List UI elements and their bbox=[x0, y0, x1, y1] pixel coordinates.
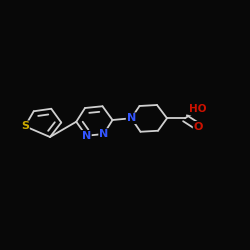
Text: N: N bbox=[99, 129, 108, 139]
Text: N: N bbox=[127, 113, 136, 123]
Text: O: O bbox=[194, 122, 203, 132]
Text: S: S bbox=[21, 121, 29, 131]
Text: N: N bbox=[82, 131, 91, 141]
Text: HO: HO bbox=[190, 104, 207, 115]
